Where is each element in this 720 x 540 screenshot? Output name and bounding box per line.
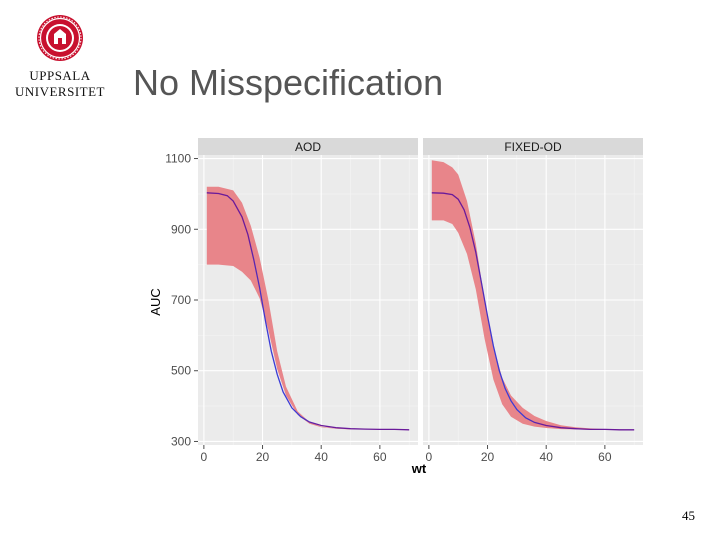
panel-fixed-od: FIXED-OD 0 20 40 60 [423, 138, 643, 464]
x-tick-label: 0 [426, 450, 433, 464]
university-seal-icon [37, 15, 83, 61]
slide-title: No Misspecification [133, 62, 444, 103]
y-tick-label: 700 [171, 293, 191, 307]
y-tick-label: 1100 [165, 152, 191, 166]
panel-strip-label: AOD [295, 140, 321, 154]
university-logo: UPPSALA UNIVERSITET [0, 0, 120, 110]
x-tick-label: 0 [201, 450, 208, 464]
y-tick-label: 300 [171, 434, 191, 448]
x-tick-label: 60 [373, 450, 387, 464]
panel-strip [198, 138, 418, 155]
panel-aod: AOD 0 20 40 60 [198, 138, 418, 464]
x-tick-label: 20 [256, 450, 270, 464]
confidence-ribbon [206, 186, 410, 430]
university-name-line2: UNIVERSITET [15, 84, 105, 99]
confidence-ribbon [431, 160, 635, 430]
slide-number: 45 [682, 508, 695, 523]
prediction-line [206, 192, 410, 431]
x-tick-label: 60 [598, 450, 612, 464]
panel-strip-label: FIXED-OD [504, 140, 562, 154]
y-axis-label: AUC [148, 288, 163, 315]
prediction-line [431, 192, 635, 431]
x-axis-label: wt [411, 461, 427, 476]
y-tick-label: 500 [171, 364, 191, 378]
x-tick-label: 40 [540, 450, 554, 464]
panel-strip [423, 138, 643, 155]
y-tick-label: 900 [171, 222, 191, 236]
x-tick-label: 20 [481, 450, 495, 464]
x-tick-label: 40 [315, 450, 329, 464]
university-name-line1: UPPSALA [29, 68, 91, 83]
faceted-auc-chart: AOD 0 20 40 60 FIXED-OD 0 20 40 60 300 500 700 900 110… [148, 138, 643, 476]
